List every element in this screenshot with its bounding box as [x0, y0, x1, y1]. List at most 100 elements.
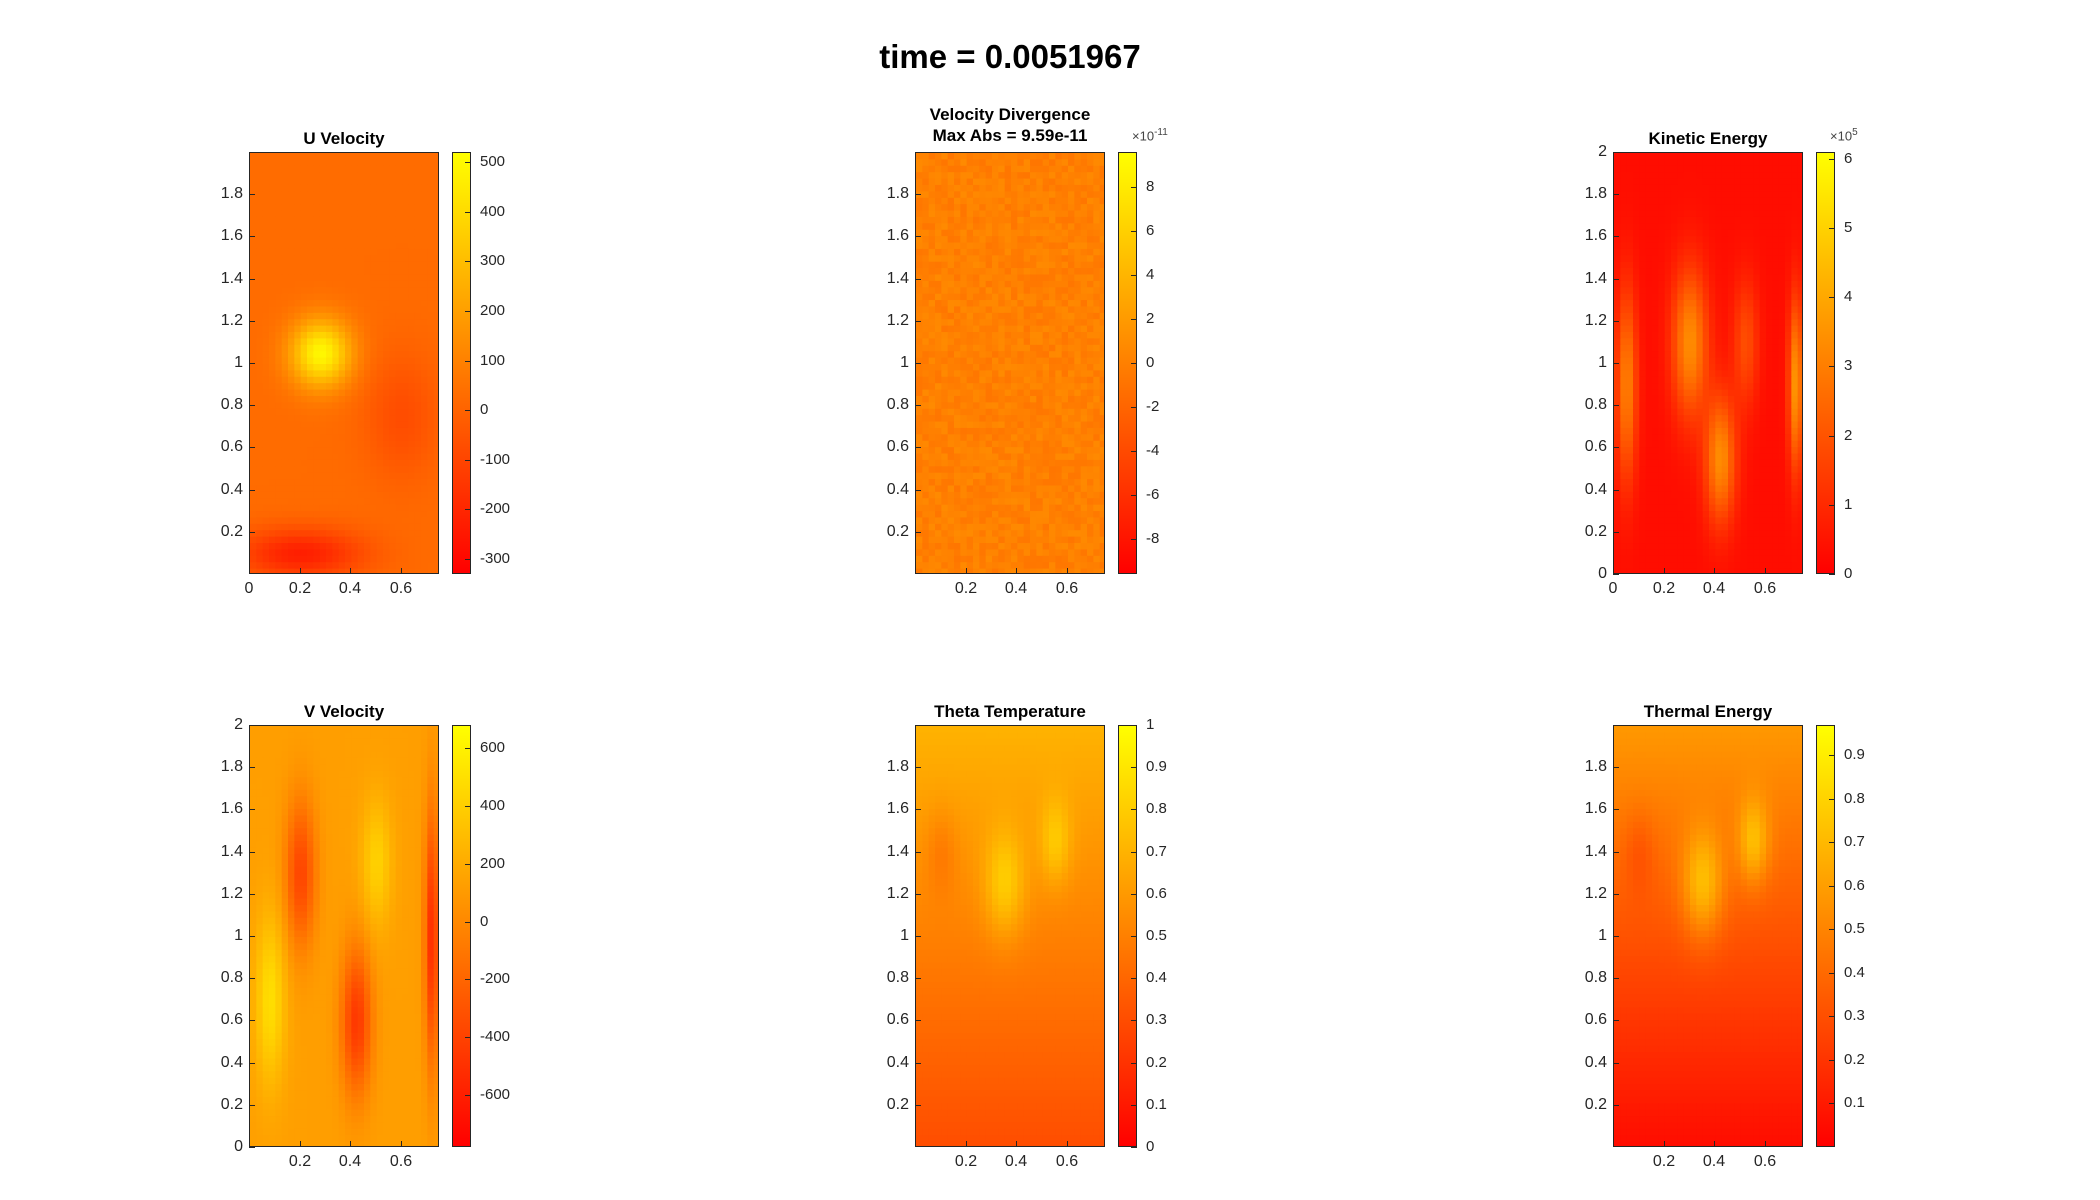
heatmap-cell	[1614, 184, 1621, 192]
heatmap-cell	[351, 204, 359, 212]
heatmap-cell	[1099, 300, 1104, 308]
heatmap-cell	[1004, 172, 1012, 180]
heatmap-cell	[326, 351, 333, 359]
heatmap-cell	[1023, 408, 1031, 416]
heatmap-cell	[966, 466, 974, 474]
heatmap-cell	[370, 197, 378, 205]
heatmap-cell	[262, 562, 270, 570]
heatmap-cell	[1023, 421, 1031, 429]
heatmap-cell	[1759, 287, 1767, 295]
heatmap-cell	[1030, 421, 1037, 429]
heatmap-cell	[1068, 408, 1075, 416]
heatmap-cell	[985, 172, 993, 180]
heatmap-cell	[1055, 248, 1063, 256]
heatmap-cell	[1671, 216, 1678, 224]
heatmap-cell	[973, 555, 980, 563]
heatmap-cell	[357, 319, 365, 327]
heatmap-cell	[364, 491, 371, 499]
heatmap-cell	[1017, 485, 1025, 493]
heatmap-cell	[370, 287, 378, 295]
heatmap-cell	[256, 300, 264, 308]
heatmap-cell	[357, 255, 365, 263]
heatmap-cell	[256, 210, 264, 218]
heatmap-cell	[941, 319, 949, 327]
heatmap-cell	[1664, 312, 1672, 320]
heatmap-cell	[427, 555, 435, 563]
heatmap-cell	[383, 242, 390, 250]
heatmap-cell	[1683, 312, 1691, 320]
heatmap-cell	[954, 562, 961, 570]
heatmap-cell	[357, 287, 365, 295]
heatmap-cell	[262, 325, 270, 333]
heatmap-cell	[1061, 383, 1069, 391]
heatmap-cell	[1721, 287, 1729, 295]
heatmap-cell	[262, 555, 270, 563]
heatmap-cell	[1633, 280, 1640, 288]
heatmap-cell	[1728, 236, 1735, 244]
heatmap-cell	[1791, 236, 1799, 244]
heatmap-cell	[985, 197, 993, 205]
heatmap-cell	[433, 434, 438, 442]
heatmap-cell	[300, 447, 308, 455]
heatmap-cell	[1030, 543, 1037, 551]
heatmap-cell	[326, 389, 333, 397]
heatmap-cell	[1087, 204, 1094, 212]
heatmap-cell	[935, 300, 942, 308]
heatmap-cell	[326, 472, 333, 480]
heatmap-cell	[300, 236, 308, 244]
heatmap-cell	[307, 216, 314, 224]
heatmap-cell	[1055, 332, 1063, 340]
heatmap-cell	[1696, 184, 1704, 192]
heatmap-cell	[395, 255, 403, 263]
heatmap-cell	[1036, 255, 1044, 263]
heatmap-cell	[1093, 562, 1101, 570]
heatmap-cell	[275, 287, 283, 295]
heatmap-cell	[262, 159, 270, 167]
heatmap-cell	[1068, 191, 1075, 199]
heatmap-cell	[935, 434, 942, 442]
heatmap-cell	[345, 555, 352, 563]
heatmap-cell	[966, 223, 974, 231]
heatmap-cell	[1036, 395, 1044, 403]
heatmap-cell	[395, 562, 403, 570]
heatmap-cell	[1778, 293, 1786, 301]
heatmap-cell	[326, 184, 333, 192]
heatmap-cell	[1099, 491, 1104, 499]
heatmap-cell	[1664, 204, 1672, 212]
heatmap-cell	[402, 402, 409, 410]
heatmap-cell	[250, 300, 257, 308]
heatmap-cell	[256, 184, 264, 192]
heatmap-cell	[928, 268, 936, 276]
heatmap-cell	[1080, 204, 1088, 212]
heatmap-cell	[408, 568, 416, 573]
heatmap-cell	[427, 485, 435, 493]
heatmap-cell	[1011, 389, 1018, 397]
heatmap-cell	[1734, 248, 1742, 256]
colorbar-tick-mark	[465, 162, 471, 163]
heatmap-cell	[935, 498, 942, 506]
heatmap-cell	[1049, 216, 1056, 224]
heatmap-cell	[966, 421, 974, 429]
heatmap-cell	[338, 427, 346, 435]
heatmap-cell	[973, 459, 980, 467]
heatmap-cell	[313, 389, 321, 397]
heatmap-cell	[916, 184, 923, 192]
heatmap-cell	[916, 178, 923, 186]
heatmap-cell	[1677, 236, 1685, 244]
heatmap-cell	[973, 511, 980, 519]
heatmap-cell	[402, 172, 409, 180]
heatmap-cell	[1004, 517, 1012, 525]
heatmap-cell	[408, 415, 416, 423]
heatmap-cell	[916, 312, 923, 320]
heatmap-cell	[947, 536, 955, 544]
heatmap-cell	[281, 197, 289, 205]
heatmap-cell	[1778, 338, 1786, 346]
heatmap-cell	[313, 223, 321, 231]
heatmap-cell	[262, 197, 270, 205]
heatmap-cell	[1011, 523, 1018, 531]
heatmap-cell	[269, 517, 276, 525]
heatmap-cell	[338, 274, 346, 282]
heatmap-cell	[1715, 153, 1723, 160]
heatmap-cell	[928, 491, 936, 499]
heatmap-cell	[947, 485, 955, 493]
